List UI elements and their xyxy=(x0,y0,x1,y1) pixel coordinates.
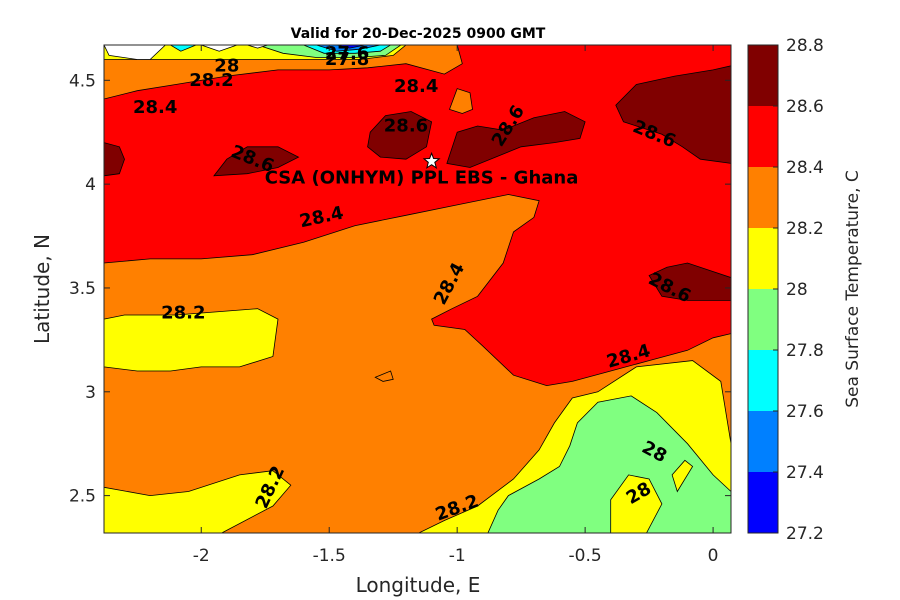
x-axis-label: Longitude, E xyxy=(356,573,481,597)
colorbar-ticks: 27.2 27.4 27.6 27.8 28 28.2 28.4 28.6 28.8 xyxy=(773,36,824,544)
contour-label-4: 28.4 xyxy=(394,76,438,97)
colorbar-tick-label: 27.2 xyxy=(786,524,824,544)
contour-region-5 xyxy=(610,474,663,533)
contour-region-18 xyxy=(448,88,473,114)
colorbar-tick-label: 27.8 xyxy=(786,341,824,361)
contour-region-24 xyxy=(615,65,731,164)
y-tick-label: 2.5 xyxy=(69,487,96,507)
contour-label-5: 28.4 xyxy=(133,97,177,118)
colorbar-tick-label: 27.6 xyxy=(786,402,824,422)
contour-region-21 xyxy=(213,146,300,177)
contour-regions xyxy=(104,45,731,533)
colorbar: 27.2 27.4 27.6 27.8 28 28.2 28.4 28.6 28.8 Sea S… xyxy=(747,36,863,544)
colorbar-tick-label: 28.6 xyxy=(786,97,824,117)
contour-label-0: 27.6 xyxy=(325,43,369,64)
colorbar-tick-label: 28 xyxy=(786,280,808,300)
contour-region-23 xyxy=(446,111,586,168)
contour-region-6 xyxy=(671,459,694,493)
contour-label-2: 28 xyxy=(214,55,239,76)
x-tick-label: -1 xyxy=(449,546,466,566)
contour-region-1 xyxy=(104,308,279,372)
contour-label-13: 28.2 xyxy=(161,302,205,323)
contour-region-14 xyxy=(169,45,197,52)
contour-label-1: 27.8 xyxy=(325,49,369,70)
contour-region-17 xyxy=(247,45,268,49)
colorbar-cell-4 xyxy=(748,228,778,289)
colorbar-cell-1 xyxy=(748,411,778,472)
colorbar-cells xyxy=(748,45,778,533)
contour-region-4 xyxy=(487,395,731,533)
y-axis-ticks: 2.5 3 3.5 4 4.5 xyxy=(69,71,731,507)
contour-label-3: 28.2 xyxy=(189,70,233,91)
contour-region-2 xyxy=(104,470,292,533)
colorbar-label: Sea Surface Temperature, C xyxy=(843,170,863,408)
colorbar-cell-6 xyxy=(748,106,778,167)
y-tick-label: 4 xyxy=(85,175,96,195)
colorbar-cell-7 xyxy=(748,45,778,106)
contour-region-25 xyxy=(648,262,731,301)
colorbar-cell-0 xyxy=(748,472,778,533)
contour-region-16 xyxy=(201,45,238,52)
colorbar-tick-label: 27.4 xyxy=(786,463,824,483)
contour-label-6: 28.6 xyxy=(384,115,428,136)
colorbar-tick-label: 28.8 xyxy=(786,36,824,56)
x-tick-label: 0 xyxy=(708,546,719,566)
contour-region-13 xyxy=(336,45,366,49)
x-tick-label: -0.5 xyxy=(569,546,602,566)
y-axis-label: Latitude, N xyxy=(30,234,54,344)
site-label: CSA (ONHYM) PPL EBS - Ghana xyxy=(265,167,579,188)
contour-region-19 xyxy=(374,370,394,382)
x-axis-ticks: -2 -1.5 -1 -0.5 0 xyxy=(193,45,719,566)
plot-frame xyxy=(103,44,732,534)
y-tick-label: 3 xyxy=(85,383,96,403)
site-marker-group: CSA (ONHYM) PPL EBS - Ghana xyxy=(265,151,579,188)
contour-region-20 xyxy=(104,142,125,177)
colorbar-tick-label: 28.4 xyxy=(786,158,824,178)
colorbar-cell-2 xyxy=(748,350,778,411)
y-tick-label: 3.5 xyxy=(69,279,96,299)
chart-title: Valid for 20-Dec-2025 0900 GMT xyxy=(291,26,546,42)
x-tick-label: -1.5 xyxy=(313,546,346,566)
contour-region-22 xyxy=(367,111,433,160)
x-tick-label: -2 xyxy=(193,546,210,566)
site-star-marker xyxy=(422,151,441,169)
contour-region-15 xyxy=(104,45,166,60)
y-tick-label: 4.5 xyxy=(69,71,96,91)
colorbar-tick-label: 28.2 xyxy=(786,219,824,239)
colorbar-cell-5 xyxy=(748,167,778,228)
colorbar-cell-3 xyxy=(748,289,778,350)
